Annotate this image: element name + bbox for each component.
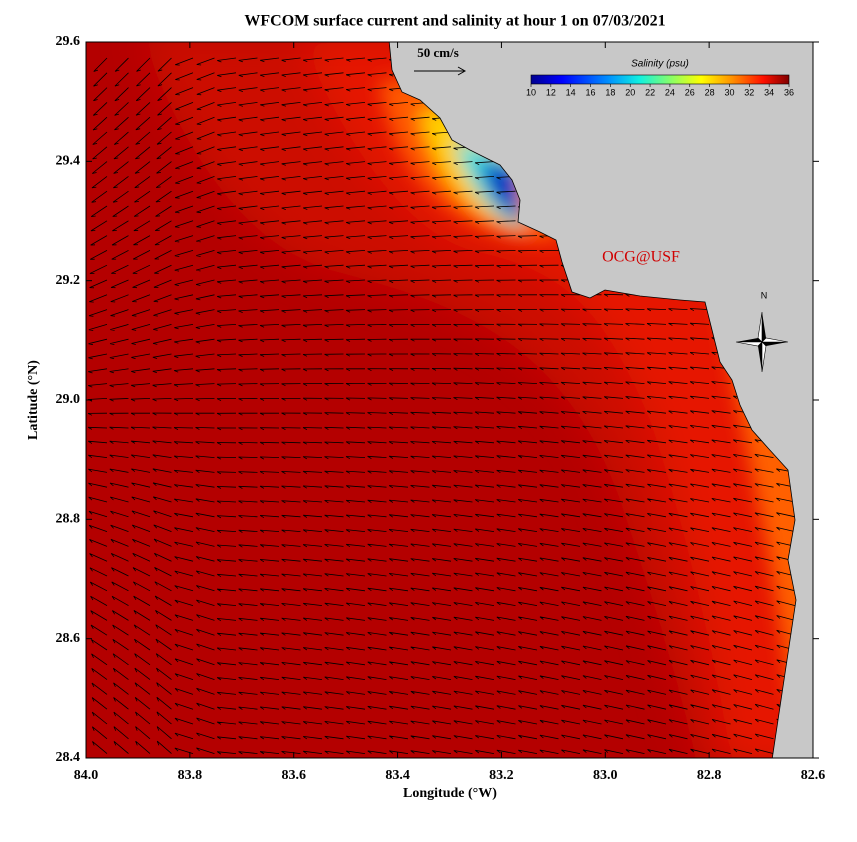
credit: OCG@USF	[602, 249, 680, 266]
y-tick-label: 29.0	[56, 392, 81, 407]
y-tick-label: 29.2	[56, 273, 81, 288]
colorbar-tick-label: 20	[625, 87, 635, 97]
scale-label: 50 cm/s	[417, 45, 459, 60]
y-tick-label: 29.6	[56, 34, 81, 49]
colorbar-tick-label: 34	[764, 87, 774, 97]
x-tick-label: 82.8	[697, 768, 722, 783]
x-tick-label: 82.6	[801, 768, 826, 783]
map-field	[86, 42, 813, 758]
compass-label: N	[761, 290, 768, 300]
colorbar-tick-label: 12	[546, 87, 556, 97]
colorbar-tick-label: 18	[605, 87, 615, 97]
compass: N	[735, 290, 789, 373]
colorbar-tick-label: 16	[586, 87, 596, 97]
y-axis-label: Latitude (°N)	[26, 360, 41, 440]
x-tick-label: 83.8	[178, 768, 203, 783]
x-tick-label: 83.0	[593, 768, 618, 783]
colorbar-tick-label: 28	[705, 87, 715, 97]
colorbar-tick-label: 22	[645, 87, 655, 97]
scale-arrow-line	[414, 66, 467, 76]
colorbar-tick-label: 30	[724, 87, 734, 97]
colorbar-tick-label: 26	[685, 87, 695, 97]
title: WFCOM surface current and salinity at ho…	[244, 13, 665, 30]
colorbar-tick-label: 32	[744, 87, 754, 97]
y-tick-label: 29.4	[56, 154, 81, 169]
colorbar-tick-label: 24	[665, 87, 675, 97]
x-axis-label: Longitude (°W)	[403, 786, 497, 801]
x-tick-label: 83.4	[385, 768, 410, 783]
y-tick-label: 28.8	[56, 512, 81, 527]
colorbar-tick-label: 10	[526, 87, 536, 97]
land	[388, 42, 813, 758]
x-tick-label: 84.0	[74, 768, 99, 783]
colorbar-label: Salinity (psu)	[631, 59, 689, 70]
colorbar: Salinity (psu)	[530, 59, 790, 85]
y-tick-label: 28.4	[56, 750, 81, 765]
scale-arrow: 50 cm/s	[414, 45, 467, 76]
colorbar-ramp	[530, 74, 790, 85]
y-tick-label: 28.6	[56, 631, 81, 646]
x-tick-label: 83.2	[489, 768, 514, 783]
colorbar-tick-label: 14	[566, 87, 576, 97]
colorbar-tick-label: 36	[784, 87, 794, 97]
x-tick-label: 83.6	[281, 768, 306, 783]
